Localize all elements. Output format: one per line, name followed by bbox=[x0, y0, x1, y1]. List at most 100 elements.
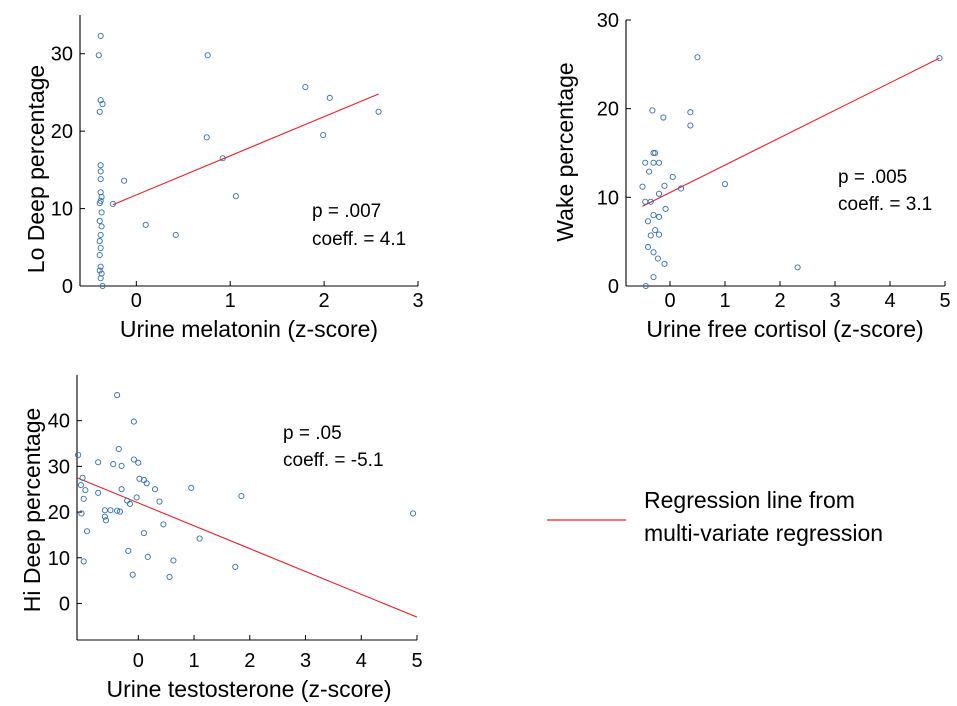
scatter-point bbox=[649, 107, 656, 114]
y-tick-label: 10 bbox=[597, 187, 619, 209]
scatter-point bbox=[98, 209, 105, 216]
scatter-point bbox=[83, 528, 91, 535]
x-tick-label: 4 bbox=[884, 290, 895, 312]
x-tick-label: 4 bbox=[356, 650, 367, 672]
scatter-point bbox=[936, 55, 943, 62]
scatter-point bbox=[694, 54, 701, 61]
y-tick-label: 10 bbox=[48, 548, 70, 570]
x-axis-label: Urine free cortisol (z-score) bbox=[646, 316, 923, 342]
scatter-point bbox=[97, 162, 104, 169]
y-tick-label: 0 bbox=[62, 276, 73, 298]
scatter-point bbox=[130, 418, 137, 425]
x-tick-label: 3 bbox=[300, 650, 311, 672]
y-tick-label: 10 bbox=[51, 199, 73, 221]
regression-line bbox=[642, 57, 940, 207]
y-tick-label: 20 bbox=[48, 502, 70, 524]
scatter-point bbox=[109, 200, 116, 207]
scatter-point bbox=[655, 231, 663, 238]
x-tick-label: 0 bbox=[133, 650, 144, 672]
scatter-point bbox=[99, 100, 106, 108]
scatter-point bbox=[82, 487, 89, 494]
scatter-point bbox=[644, 243, 652, 251]
p-value-label: p = .05 bbox=[283, 423, 342, 444]
scatter-point bbox=[101, 507, 108, 514]
scatter-point bbox=[655, 159, 663, 166]
y-tick-label: 0 bbox=[608, 276, 619, 298]
x-tick-label: 1 bbox=[225, 290, 236, 312]
scatter-point bbox=[219, 155, 226, 162]
scatter-point bbox=[102, 517, 110, 524]
scatter-point bbox=[116, 508, 123, 515]
scatter-point bbox=[687, 109, 694, 116]
scatter-point bbox=[98, 193, 105, 201]
regression-line bbox=[112, 93, 379, 206]
scatter-point bbox=[97, 176, 104, 183]
scatter-point bbox=[238, 493, 245, 500]
x-tick-label: 5 bbox=[939, 290, 950, 312]
scatter-point bbox=[114, 392, 121, 399]
legend-text-line2: multi-variate regression bbox=[644, 520, 883, 546]
y-tick-label: 20 bbox=[597, 99, 619, 121]
scatter-point bbox=[75, 451, 82, 459]
scatter-point bbox=[652, 149, 659, 157]
scatter-point bbox=[114, 507, 121, 514]
scatter-point bbox=[151, 486, 159, 493]
x-tick-label: 2 bbox=[319, 290, 330, 312]
scatter-point bbox=[97, 245, 104, 252]
scatter-point bbox=[172, 231, 179, 238]
scatter-point bbox=[96, 267, 103, 274]
y-axis-label: Wake percentage bbox=[552, 62, 578, 241]
x-tick-label: 3 bbox=[829, 290, 840, 312]
x-tick-label: 2 bbox=[774, 290, 785, 312]
scatter-point bbox=[97, 263, 104, 270]
scatter-point bbox=[107, 507, 114, 514]
scatter-point bbox=[650, 212, 657, 219]
scatter-point bbox=[410, 510, 417, 517]
scatter-point bbox=[99, 282, 106, 290]
scatter-point bbox=[98, 223, 105, 230]
scatter-point bbox=[95, 52, 102, 59]
scatter-point bbox=[660, 114, 667, 121]
scatter-point bbox=[133, 494, 140, 501]
x-tick-label: 1 bbox=[719, 290, 730, 312]
scatter-point bbox=[652, 227, 659, 234]
scatter-point bbox=[661, 260, 668, 267]
scatter-point bbox=[96, 217, 103, 225]
scatter-point bbox=[320, 131, 327, 139]
scatter-point bbox=[655, 213, 663, 220]
scatter-point bbox=[375, 108, 382, 115]
scatter-point bbox=[96, 200, 103, 207]
scatter-point bbox=[639, 183, 646, 190]
scatter-point bbox=[129, 571, 136, 578]
scatter-point bbox=[130, 456, 137, 463]
y-tick-label: 0 bbox=[59, 593, 70, 615]
coefficient-label: coeff. = -5.1 bbox=[283, 450, 384, 471]
scatter-point bbox=[655, 190, 663, 197]
scatter-point bbox=[121, 177, 128, 184]
scatter-point bbox=[647, 198, 654, 205]
scatter-point bbox=[232, 563, 239, 570]
scatter-point bbox=[143, 480, 150, 487]
scatter-point bbox=[115, 445, 122, 453]
scatter-point bbox=[95, 459, 102, 466]
scatter-point bbox=[166, 573, 173, 580]
x-tick-label: 3 bbox=[412, 290, 423, 312]
legend-text-line1: Regression line from bbox=[644, 487, 855, 513]
y-tick-label: 20 bbox=[51, 121, 73, 143]
scatter-point bbox=[110, 461, 117, 468]
scatter-point bbox=[661, 182, 668, 189]
scatter-point bbox=[135, 459, 142, 466]
y-tick-label: 30 bbox=[51, 44, 73, 66]
scatter-point bbox=[77, 482, 84, 489]
scatter-point bbox=[160, 521, 167, 528]
scatter-point bbox=[170, 557, 177, 564]
x-axis-label: Urine melatonin (z-score) bbox=[120, 316, 378, 342]
y-tick-label: 30 bbox=[597, 10, 619, 32]
scatter-point bbox=[654, 255, 661, 262]
scatter-point bbox=[650, 274, 657, 281]
scatter-point bbox=[96, 238, 103, 245]
scatter-point bbox=[97, 168, 104, 175]
scatter-point bbox=[96, 108, 103, 115]
scatter-point bbox=[95, 489, 102, 496]
